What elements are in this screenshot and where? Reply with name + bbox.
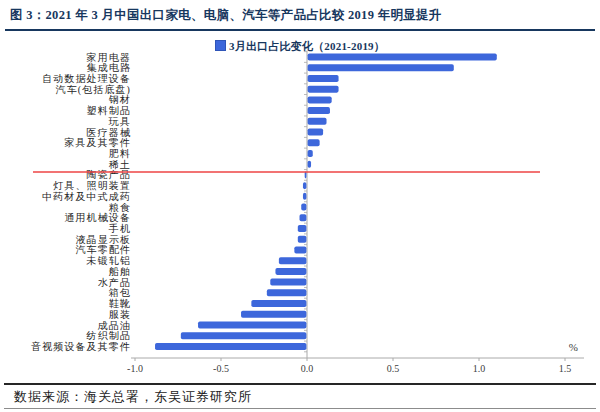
- bar-chart-canvas: 家用电器集成电路自动数据处理设备汽车(包括底盘)钢材塑料制品玩具医疗器械家具及其…: [0, 50, 600, 382]
- bar: [251, 300, 306, 307]
- category-label: 灯具、照明装置: [53, 180, 131, 191]
- category-label: 成品油: [98, 320, 131, 331]
- x-tick-label: 1.0: [473, 363, 486, 374]
- bar: [308, 64, 454, 71]
- category-label: 通用机械设备: [64, 212, 131, 223]
- category-label: 塑料制品: [87, 105, 131, 116]
- category-label: 音视频设备及其零件: [31, 341, 131, 352]
- bar: [275, 268, 306, 275]
- bar: [298, 225, 307, 232]
- figure-title: 图 3：2021 年 3 月中国出口家电、电脑、汽车等产品占比较 2019 年明…: [10, 7, 595, 24]
- category-label: 汽车零配件: [76, 244, 132, 255]
- bar: [308, 86, 339, 93]
- category-label: 稀土: [109, 159, 131, 170]
- bar: [298, 236, 307, 243]
- bar-chart: 家用电器集成电路自动数据处理设备汽车(包括底盘)钢材塑料制品玩具医疗器械家具及其…: [0, 50, 600, 382]
- category-label: 家具及其零件: [64, 137, 131, 148]
- axis-unit-label: %: [569, 341, 578, 353]
- x-tick-label: -0.5: [213, 363, 229, 374]
- bar: [155, 343, 306, 350]
- category-label: 自动数据处理设备: [42, 73, 131, 84]
- category-label: 陶瓷产品: [87, 169, 131, 180]
- bar: [308, 96, 332, 103]
- category-label: 手机: [108, 223, 131, 234]
- bar: [198, 322, 306, 329]
- bar: [300, 214, 307, 221]
- bar: [270, 279, 306, 286]
- category-label: 服装: [109, 309, 131, 320]
- x-tick-label: 1.5: [559, 363, 572, 374]
- category-label: 液晶显示板: [76, 234, 132, 245]
- bar: [267, 289, 307, 296]
- category-label: 水产品: [98, 277, 131, 288]
- x-tick-label: 0.5: [387, 363, 400, 374]
- bottom-border: [4, 408, 596, 409]
- category-label: 医疗器械: [87, 127, 131, 138]
- report-figure: 图 3：2021 年 3 月中国出口家电、电脑、汽车等产品占比较 2019 年明…: [0, 0, 600, 412]
- x-tick-label: 0.0: [301, 363, 314, 374]
- category-label: 玩具: [108, 116, 131, 127]
- bar: [308, 150, 313, 157]
- bar: [308, 129, 323, 136]
- bar: [279, 257, 307, 264]
- x-tick-label: -1.0: [127, 363, 143, 374]
- title-divider: [5, 29, 595, 31]
- category-label: 鞋靴: [109, 298, 131, 309]
- bar: [308, 161, 311, 168]
- category-label: 家用电器: [87, 52, 131, 63]
- category-label: 未锻轧铝: [86, 255, 131, 266]
- bar: [308, 107, 330, 114]
- category-label: 钢材: [109, 94, 131, 105]
- category-label: 粮食: [109, 202, 131, 213]
- category-label: 箱包: [109, 287, 131, 298]
- category-label: 船舶: [109, 266, 131, 277]
- bar: [308, 75, 339, 82]
- category-label: 集成电路: [87, 62, 131, 73]
- data-source-text: 数据来源：海关总署，东吴证券研究所: [14, 388, 252, 406]
- footer-divider: [4, 383, 596, 385]
- bar: [308, 54, 497, 61]
- bar: [308, 139, 320, 146]
- bar: [303, 182, 306, 189]
- bar: [294, 246, 306, 253]
- bar: [181, 332, 307, 339]
- bar: [308, 118, 327, 125]
- bar: [301, 204, 306, 211]
- category-label: 肥料: [109, 148, 131, 159]
- bar: [241, 311, 306, 318]
- bar: [303, 193, 306, 200]
- category-label: 纺织制品: [86, 330, 131, 341]
- category-label: 中药材及中式成药: [42, 191, 131, 202]
